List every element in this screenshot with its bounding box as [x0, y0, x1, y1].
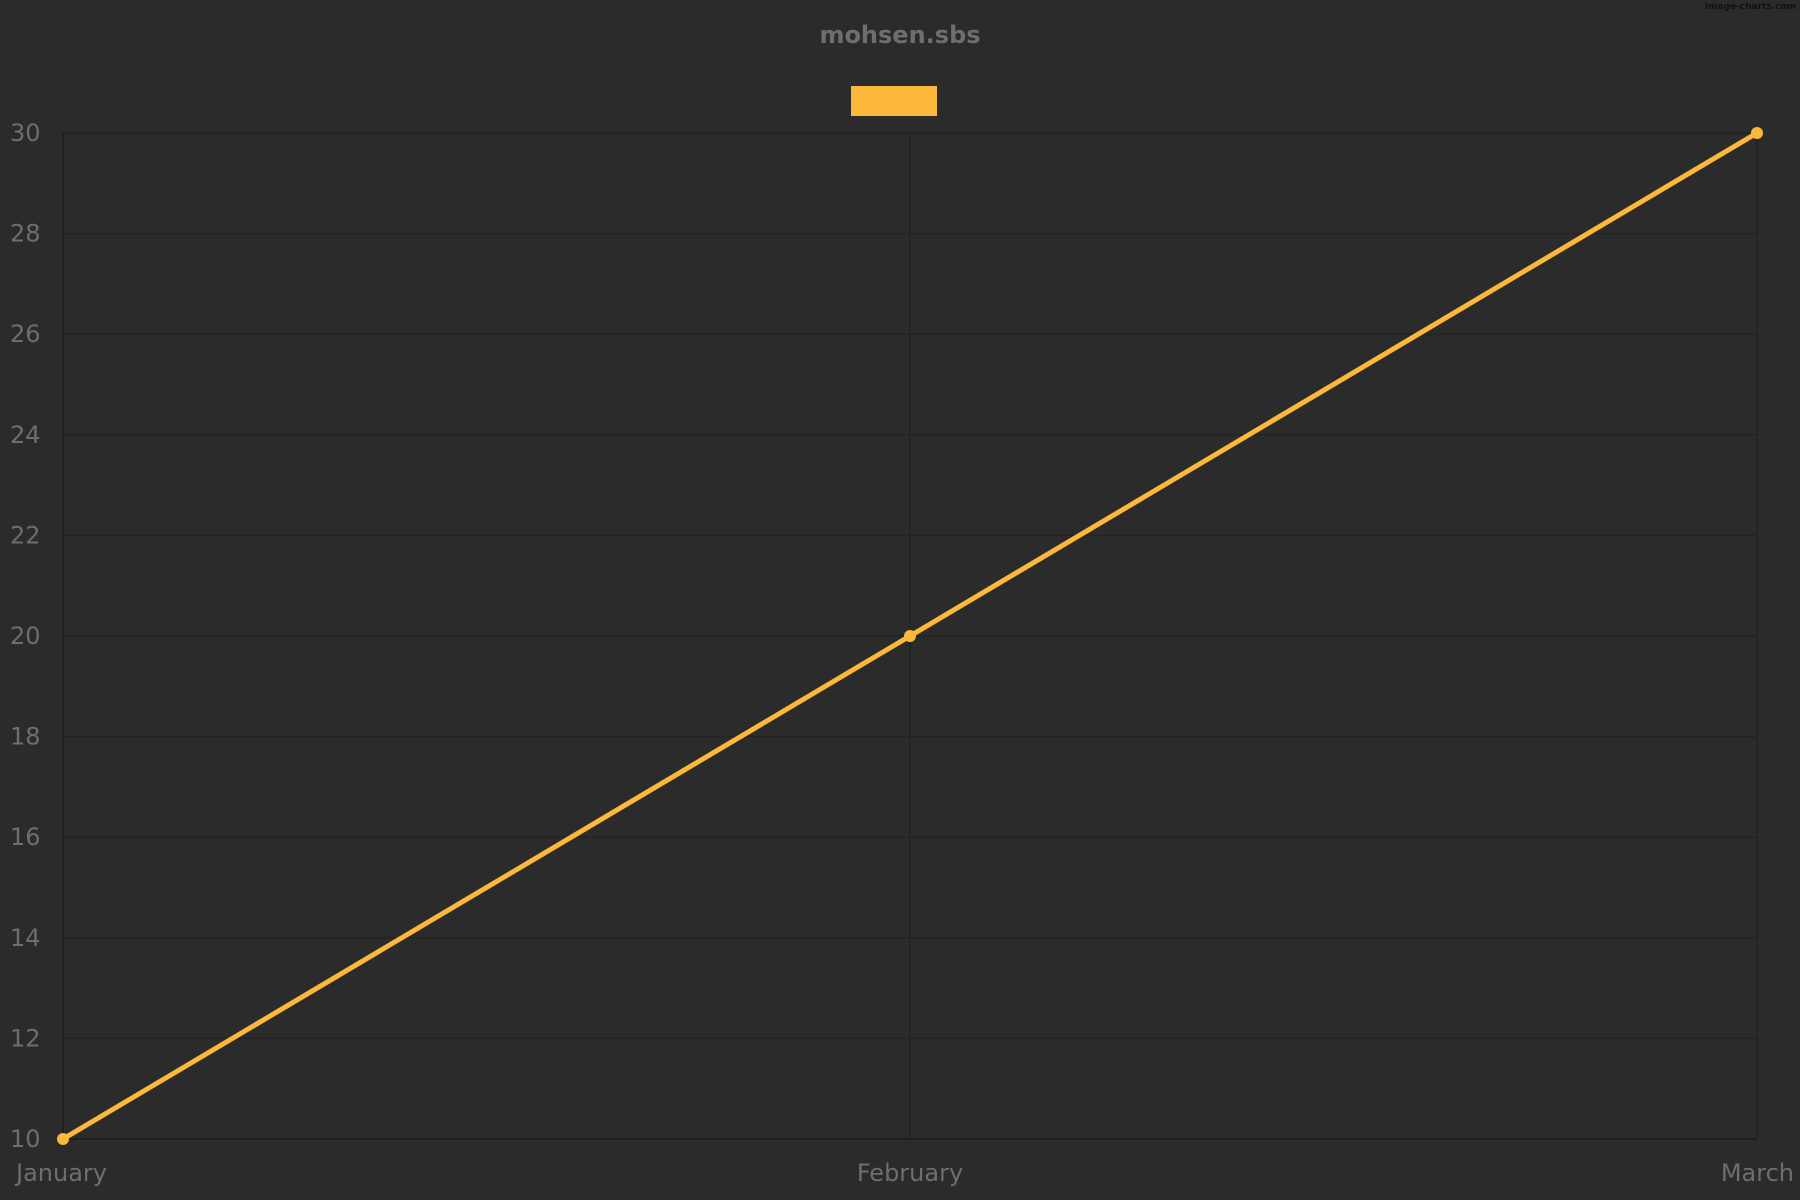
data-point-march[interactable]: [1751, 127, 1763, 139]
data-point-january[interactable]: [57, 1133, 69, 1145]
y-tick-label-16: 16: [10, 823, 41, 851]
y-tick-label-18: 18: [10, 723, 41, 751]
y-tick-label-10: 10: [10, 1125, 41, 1153]
y-tick-label-26: 26: [10, 320, 41, 348]
y-tick-label-12: 12: [10, 1024, 41, 1052]
legend-swatch[interactable]: [851, 86, 937, 116]
y-tick-label-30: 30: [10, 119, 41, 147]
tick-labels: 10 12 14 16 18 20 22 24 26 28 30 January February Mar…: [10, 119, 1794, 1187]
x-tick-label-march: March: [1721, 1159, 1794, 1187]
x-tick-label-february: February: [857, 1159, 963, 1187]
y-tick-label-22: 22: [10, 521, 41, 549]
y-tick-label-20: 20: [10, 622, 41, 650]
chart-title: mohsen.sbs: [819, 21, 980, 49]
y-tick-label-14: 14: [10, 924, 41, 952]
watermark: image-charts.com: [1705, 2, 1796, 12]
axes: [62, 133, 1757, 1140]
series-layer: [57, 127, 1763, 1145]
y-tick-label-24: 24: [10, 421, 41, 449]
x-tick-label-january: January: [14, 1159, 107, 1187]
data-point-february[interactable]: [904, 630, 916, 642]
y-tick-label-28: 28: [10, 220, 41, 248]
